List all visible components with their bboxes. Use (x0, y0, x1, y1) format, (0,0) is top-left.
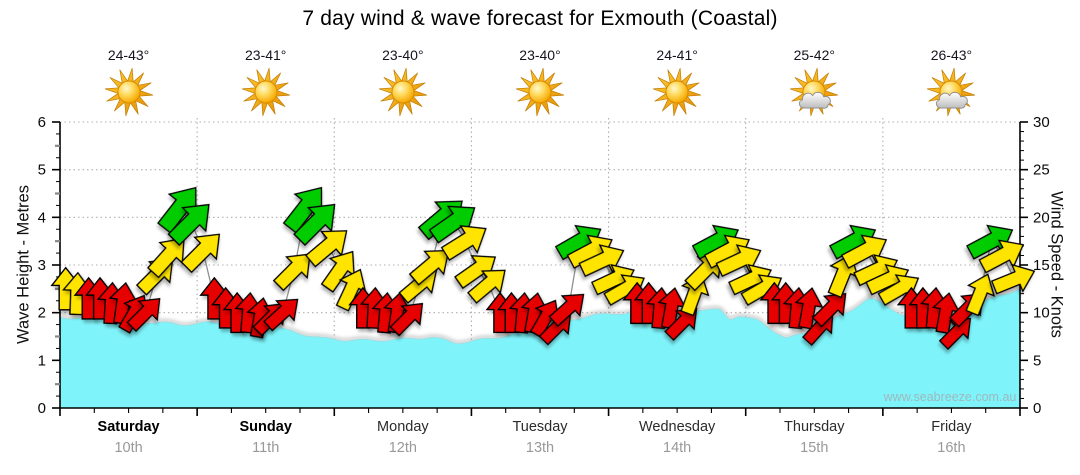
right-tick-label: 25 (1033, 162, 1050, 179)
temp-range: 25-42° (793, 47, 835, 63)
axis-ticks (52, 121, 1028, 416)
wind-arrow (293, 203, 336, 247)
day-date: 12th (388, 440, 417, 456)
wind-arrow (811, 292, 847, 328)
left-tick-label: 3 (38, 257, 46, 274)
wind-arrow (664, 307, 698, 341)
wind-arrow (167, 203, 210, 247)
weather-icon-wrap (925, 66, 977, 123)
day-name: Saturday (97, 419, 160, 435)
wind-arrow (440, 225, 487, 261)
day-axis-label-thursday: Thursday 15th (746, 418, 883, 457)
wind-arrows (50, 186, 1036, 351)
day-summary-saturday: 24-43° (60, 44, 197, 123)
day-name: Monday (377, 419, 429, 435)
day-summary-thursday: 25-42° (746, 44, 883, 123)
weather-icon-wrap (514, 66, 566, 123)
weather-icon-wrap (651, 66, 703, 123)
day-axis-label-saturday: Saturday 10th (60, 418, 197, 457)
weather-icon-wrap (240, 66, 292, 123)
sunny-icon (515, 67, 565, 117)
right-tick-label: 10 (1033, 305, 1050, 322)
weather-icon-wrap (377, 66, 429, 123)
partly-cloudy-icon (790, 67, 839, 117)
left-axis-title: Wave Height - Metres (14, 185, 33, 344)
day-name: Tuesday (512, 419, 568, 435)
right-axis-title: Wind Speed - Knots (1047, 191, 1066, 338)
day-date: 11th (252, 440, 280, 456)
cloud-icon (936, 91, 969, 109)
wind-arrow (990, 263, 1036, 295)
wind-arrow (126, 297, 161, 332)
wind-arrow (408, 249, 450, 286)
wind-arrow (389, 302, 424, 337)
day-date: 10th (114, 440, 143, 456)
right-tick-label: 15 (1033, 257, 1050, 274)
left-tick-label: 2 (38, 305, 46, 322)
wind-arrow (467, 269, 506, 304)
page-title: 7 day wind & wave forecast for Exmouth (… (302, 7, 778, 30)
right-tick-label: 0 (1033, 400, 1041, 417)
tick-labels: 0 1 2 3 4 5 6 0 5 10 15 20 25 30 (38, 114, 1050, 417)
left-tick-label: 1 (38, 352, 46, 369)
left-tick-label: 5 (38, 162, 46, 179)
day-axis-label-wednesday: Wednesday 14th (609, 418, 746, 457)
wind-arrow (840, 234, 888, 269)
sunny-icon (378, 67, 427, 117)
wind-arrow (938, 317, 972, 351)
day-name: Wednesday (638, 419, 716, 435)
wind-arrow (965, 273, 996, 317)
day-date: 16th (937, 440, 966, 456)
right-tick-label: 5 (1033, 352, 1041, 369)
day-date: 13th (525, 440, 555, 456)
day-name: Sunday (239, 419, 292, 435)
day-summary-sunday: 23-41° (197, 44, 334, 123)
day-summary-friday: 26-43° (883, 44, 1020, 123)
left-tick-label: 0 (38, 400, 46, 417)
sunny-icon (104, 67, 153, 117)
day-axis-label-monday: Monday 12th (334, 418, 471, 457)
day-summary-tuesday: 23-40° (471, 44, 608, 123)
temp-range: 23-41° (245, 47, 287, 63)
day-axis-label-tuesday: Tuesday 13th (471, 418, 608, 457)
wind-arrow (272, 253, 311, 292)
weather-icon-wrap (788, 66, 840, 123)
day-name: Thursday (784, 419, 845, 435)
temp-range: 24-41° (656, 47, 698, 63)
day-summary-wednesday: 24-41° (609, 44, 746, 123)
wind-arrow (305, 230, 348, 268)
day-axis-label-friday: Friday 16th (883, 418, 1020, 457)
wind-arrow (794, 287, 824, 330)
cloud-icon (799, 91, 832, 109)
sunny-icon (241, 67, 290, 117)
weather-icon-wrap (103, 66, 155, 123)
sunny-icon (652, 67, 702, 117)
wind-arrow (180, 233, 221, 274)
right-tick-label: 30 (1033, 114, 1050, 131)
watermark: www.seabreeze.com.au (883, 390, 1017, 404)
left-tick-label: 4 (38, 209, 46, 226)
temp-range: 23-40° (519, 47, 561, 63)
day-date: 14th (663, 440, 692, 456)
temp-range: 24-43° (107, 47, 150, 63)
wind-arrow (263, 298, 299, 332)
temp-range: 26-43° (930, 47, 973, 63)
wind-arrow (548, 293, 585, 327)
day-name: Friday (931, 419, 972, 435)
left-tick-label: 6 (38, 114, 46, 131)
day-axis-label-sunday: Sunday 11th (197, 418, 334, 457)
partly-cloudy-icon (927, 67, 976, 117)
day-date: 15th (800, 440, 829, 456)
temp-range: 23-40° (382, 47, 424, 63)
right-tick-label: 20 (1033, 209, 1050, 226)
day-summary-monday: 23-40° (334, 44, 471, 123)
